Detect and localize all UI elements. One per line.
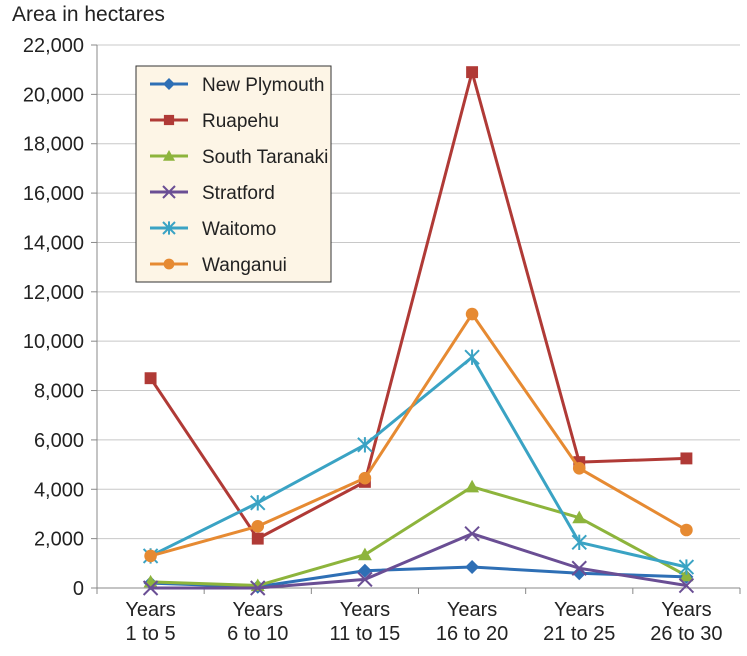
legend-entry-stratford: Stratford [150, 183, 275, 204]
data-point [163, 150, 175, 161]
data-point [572, 461, 586, 475]
data-point [465, 307, 479, 321]
legend-entry-wanganui: Wanganui [150, 255, 287, 276]
legend-label: Stratford [202, 183, 275, 204]
data-point [572, 510, 587, 524]
data-point [358, 471, 372, 485]
y-tick-label: 10,000 [23, 331, 84, 353]
data-point [680, 523, 693, 537]
data-point [251, 519, 265, 533]
data-point [680, 452, 693, 465]
y-tick-label: 8,000 [34, 381, 84, 403]
data-point [679, 568, 694, 582]
y-tick-label: 14,000 [23, 232, 84, 254]
y-tick-label: 20,000 [23, 84, 84, 106]
data-point [464, 349, 480, 365]
legend-entry-south-taranaki: South Taranaki [150, 147, 328, 168]
data-point [465, 479, 480, 493]
legend-entry-waitomo: Waitomo [150, 219, 276, 240]
data-point [163, 78, 175, 90]
legend: New Plymouth Ruapehu South Taranaki Stratfo… [135, 65, 332, 283]
legend-box [135, 65, 332, 283]
y-tick-label: 4,000 [34, 479, 84, 501]
y-tick-label: 12,000 [23, 282, 84, 304]
legend-label: Waitomo [202, 219, 276, 240]
data-point [144, 549, 157, 563]
data-point [357, 571, 373, 588]
data-point [142, 580, 159, 596]
legend-entry-ruapehu: Ruapehu [150, 111, 279, 132]
y-tick-label: 0 [73, 578, 84, 600]
data-point [250, 495, 266, 511]
data-point [465, 560, 480, 575]
data-point [251, 532, 264, 545]
x-tick-label: Years 16 to 20 [436, 599, 508, 645]
series-line-stratford [150, 532, 687, 590]
data-point [678, 577, 695, 594]
x-tick-label: Years 6 to 10 [227, 599, 288, 645]
data-point [466, 66, 479, 79]
data-point [357, 547, 372, 561]
series-line-waitomo [149, 355, 687, 569]
y-axis-label: Area in hectares [12, 3, 165, 26]
legend-label: Ruapehu [202, 111, 279, 132]
data-point [678, 559, 695, 575]
y-tick-label: 2,000 [34, 529, 84, 551]
data-point [144, 372, 157, 385]
legend-label: New Plymouth [202, 75, 325, 96]
data-point [464, 525, 480, 542]
data-point [250, 580, 266, 596]
data-point [357, 437, 373, 453]
series-stratford [142, 525, 695, 596]
x-tick-label: Years 26 to 30 [650, 599, 722, 645]
series-lines [142, 66, 695, 596]
y-tick-label: 18,000 [23, 134, 84, 156]
series-line-south-taranaki [150, 485, 688, 588]
series-line-wanganui [150, 312, 688, 558]
y-tick-labels: 0 2,000 4,000 6,000 8,000 10,000 12,000 14,000 1… [23, 35, 84, 600]
data-point [163, 258, 175, 270]
y-tick-label: 22,000 [23, 35, 84, 57]
legend-label: South Taranaki [202, 147, 328, 168]
x-tick-label: Years 11 to 15 [330, 599, 401, 645]
y-tick-label: 16,000 [23, 183, 84, 205]
series-wanganui [144, 307, 693, 563]
data-point [357, 563, 372, 578]
y-tick-label: 6,000 [34, 430, 84, 452]
x-tick-label: Years 1 to 5 [125, 599, 175, 645]
data-point [163, 114, 175, 126]
x-tick-label: Years 21 to 25 [543, 599, 615, 645]
data-point [162, 185, 176, 199]
data-point [571, 560, 587, 576]
data-point [162, 221, 176, 235]
legend-label: Wanganui [202, 255, 287, 276]
data-point [571, 534, 587, 551]
legend-entry-new-plymouth: New Plymouth [150, 75, 325, 96]
x-tick-labels: Years 1 to 5 Years 6 to 10 Years 11 to 15 Year… [125, 599, 722, 645]
